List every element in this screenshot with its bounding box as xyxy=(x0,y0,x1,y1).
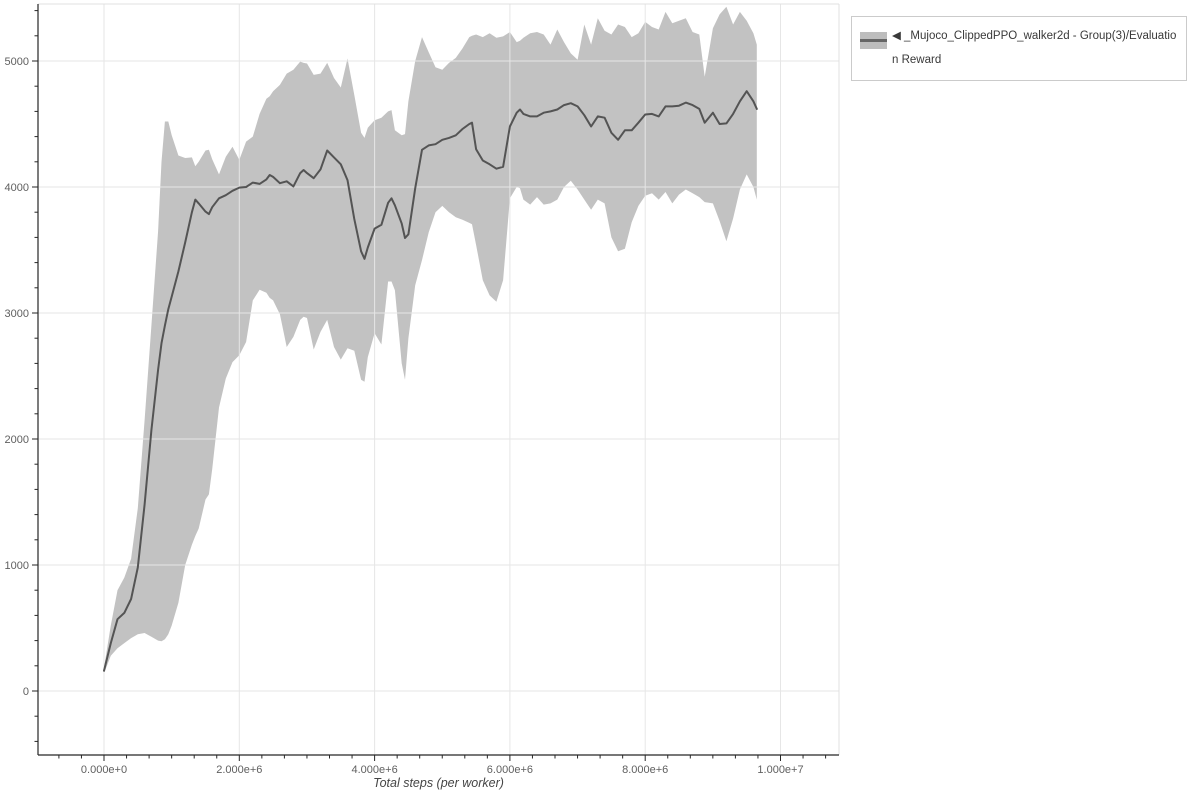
y-tick-label: 2000 xyxy=(5,434,29,446)
y-tick-label: 5000 xyxy=(5,56,29,68)
x-tick-label: 1.000e+7 xyxy=(757,764,803,776)
x-tick-label: 8.000e+6 xyxy=(622,764,668,776)
x-tick-label: 4.000e+6 xyxy=(352,764,398,776)
x-tick-label: 6.000e+6 xyxy=(487,764,533,776)
x-axis-title: Total steps (per worker) xyxy=(373,776,504,790)
y-tick-label: 1000 xyxy=(5,560,29,572)
y-tick-label: 3000 xyxy=(5,308,29,320)
legend[interactable]: ◀ _Mujoco_ClippedPPO_walker2d - Group(3)… xyxy=(851,16,1187,81)
std-band xyxy=(104,6,757,674)
legend-line-swatch xyxy=(860,39,887,42)
y-tick-label: 0 xyxy=(23,686,29,698)
legend-label-line1: ◀ _Mujoco_ClippedPPO_walker2d - Group(3)… xyxy=(892,30,1177,42)
legend-label: ◀ _Mujoco_ClippedPPO_walker2d - Group(3)… xyxy=(892,17,1180,80)
legend-label-line2: n Reward xyxy=(892,54,942,66)
y-tick-label: 4000 xyxy=(5,182,29,194)
x-tick-label: 2.000e+6 xyxy=(216,764,262,776)
legend-band-swatch xyxy=(860,32,887,49)
x-tick-label: 0.000e+0 xyxy=(81,764,127,776)
mean-reward-line xyxy=(103,90,758,672)
